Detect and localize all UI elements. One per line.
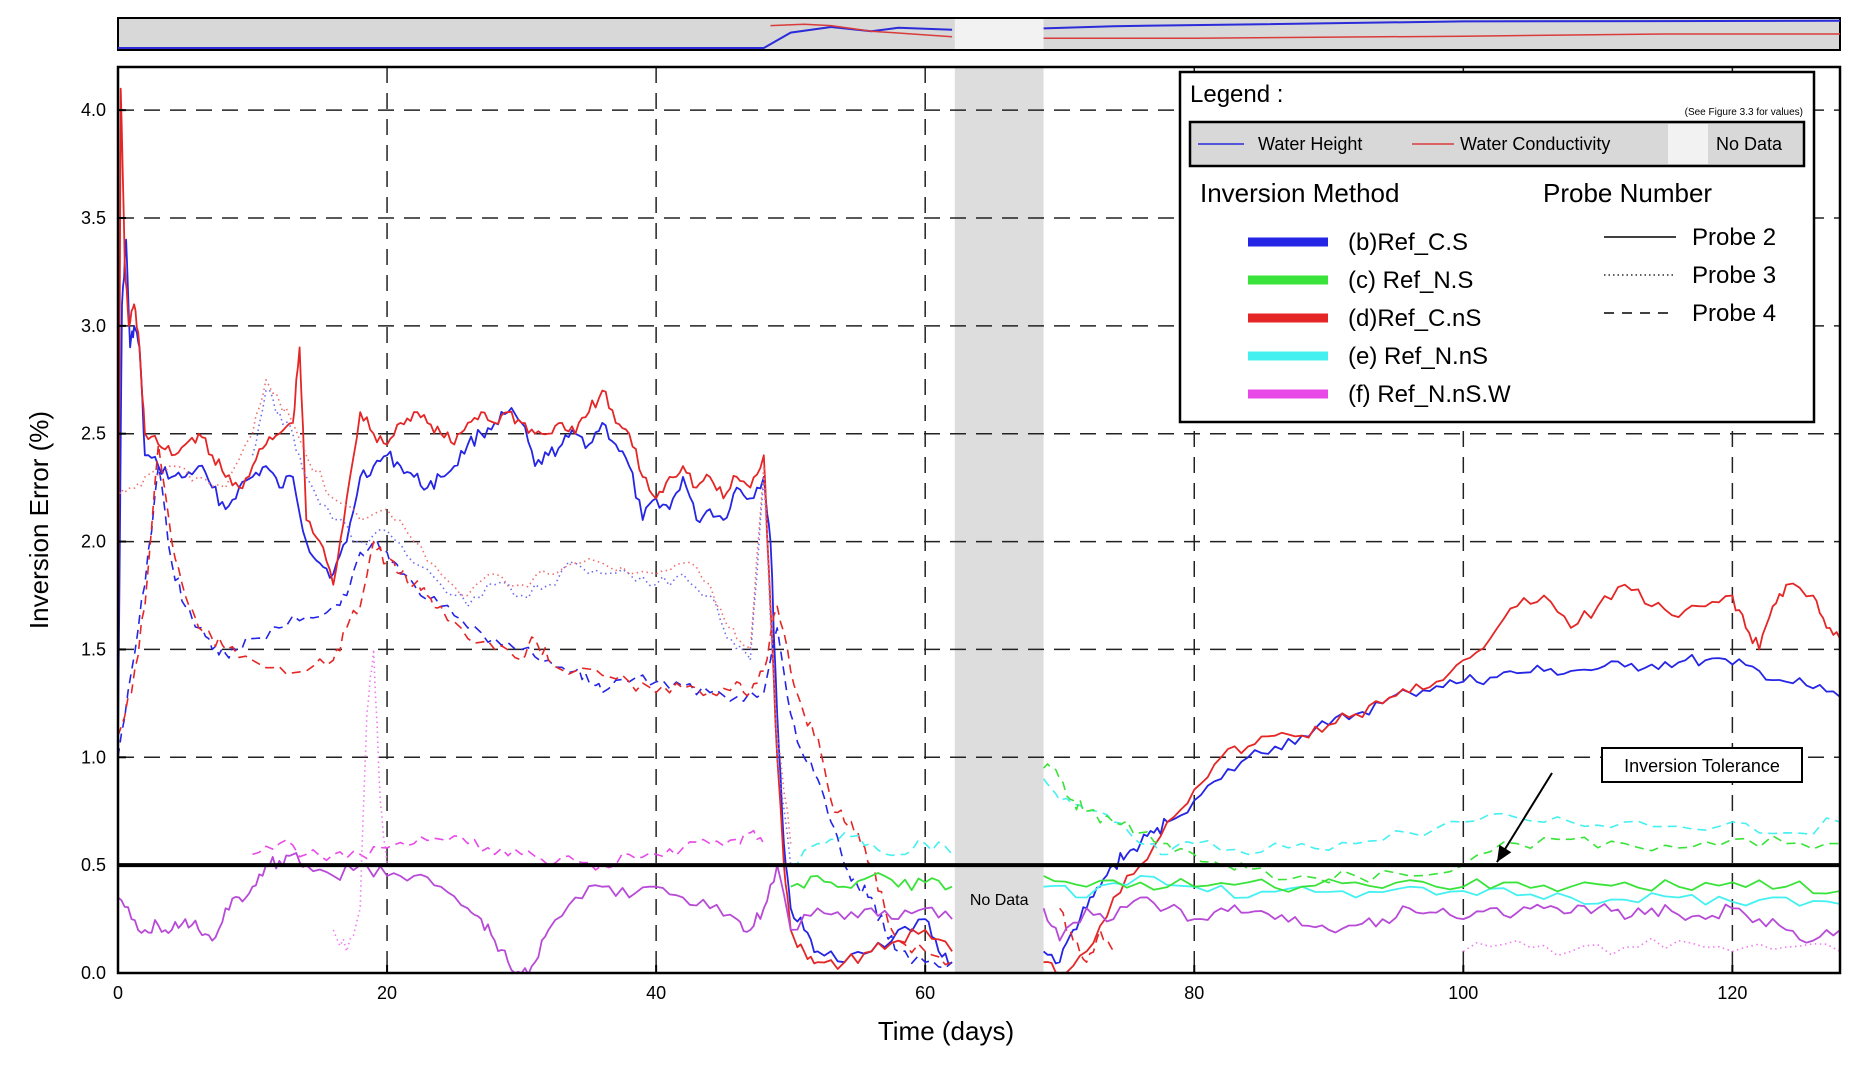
legend-water-height-label: Water Height: [1258, 134, 1362, 154]
series-line: [790, 872, 1840, 895]
x-tick-label: 120: [1717, 983, 1747, 1003]
x-tick-label: 80: [1184, 983, 1204, 1003]
legend-no-data-swatch: [1668, 124, 1708, 164]
legend: Legend : (See Figure 3.3 for values) Wat…: [1178, 70, 1816, 424]
series-line: [118, 379, 792, 844]
no-data-band: [954, 67, 1044, 973]
x-axis: 0 20 40 60 80 100 120: [113, 965, 1747, 1003]
y-tick-label: 4.0: [81, 100, 106, 120]
x-axis-label: Time (days): [878, 1016, 1014, 1046]
legend-probe-label: Probe 3: [1692, 262, 1776, 289]
series-line: [118, 465, 953, 969]
legend-methods: (b)Ref_C.S (c) Ref_N.S (d)Ref_C.nS (e) Ref_…: [1248, 229, 1511, 408]
series-line: [118, 852, 1840, 973]
plot-frame: [116, 65, 1842, 975]
legend-method-label: (d)Ref_C.nS: [1348, 305, 1481, 332]
y-tick-label: 0.0: [81, 963, 106, 983]
legend-probe-label: Probe 2: [1692, 224, 1776, 251]
legend-water-conductivity-label: Water Conductivity: [1460, 134, 1610, 154]
legend-title: Legend :: [1190, 81, 1283, 108]
x-tick-label: 60: [915, 983, 935, 1003]
series-line: [790, 778, 1840, 866]
overview-water-conductivity-line: [770, 23, 1840, 39]
legend-probes: Probe 2 Probe 3 Probe 4: [1604, 224, 1776, 327]
x-tick-label: 20: [377, 983, 397, 1003]
y-tick-label: 3.5: [81, 208, 106, 228]
series-line: [1043, 875, 1840, 907]
y-tick-label: 2.0: [81, 532, 106, 552]
tolerance-label-box: [1601, 747, 1803, 783]
plot-area: No Data: [116, 65, 1842, 975]
x-tick-label: 0: [113, 983, 123, 1003]
y-tick-label: 3.0: [81, 316, 106, 336]
legend-method-label: (b)Ref_C.S: [1348, 229, 1468, 256]
series-line: [252, 829, 765, 871]
y-tick-label: 0.5: [81, 855, 106, 875]
legend-method-label: (c) Ref_N.S: [1348, 267, 1473, 294]
tolerance-arrow-head: [1496, 844, 1512, 863]
y-tick-label: 1.5: [81, 639, 106, 659]
legend-probe-label: Probe 4: [1692, 300, 1776, 327]
y-axis-label: Inversion Error (%): [24, 411, 54, 629]
legend-probes-title: Probe Number: [1543, 178, 1712, 208]
overview-no-data-band: [954, 19, 1044, 49]
series-line: [118, 443, 1115, 966]
legend-method-label: (e) Ref_N.nS: [1348, 343, 1488, 370]
y-tick-label: 1.0: [81, 747, 106, 767]
y-axis: 0.0 0.5 1.0 1.5 2.0 2.5 3.0 3.5 4.0: [81, 100, 126, 983]
no-data-label: No Data: [970, 892, 1029, 909]
tolerance-arrow: [1496, 772, 1553, 863]
series-layer: [118, 87, 1840, 973]
y-tick-label: 2.5: [81, 424, 106, 444]
legend-no-data-label: No Data: [1716, 134, 1783, 154]
tolerance-label: Inversion Tolerance: [1624, 756, 1780, 776]
overview-strip: [117, 17, 1841, 51]
x-tick-label: 40: [646, 983, 666, 1003]
legend-note: (See Figure 3.3 for values): [1685, 107, 1803, 118]
legend-method-label: (f) Ref_N.nS.W: [1348, 381, 1511, 408]
tolerance-annotation: Inversion Tolerance: [1496, 747, 1803, 863]
x-tick-label: 100: [1448, 983, 1478, 1003]
legend-methods-title: Inversion Method: [1200, 178, 1399, 208]
overview-water-height-line: [118, 19, 1840, 49]
